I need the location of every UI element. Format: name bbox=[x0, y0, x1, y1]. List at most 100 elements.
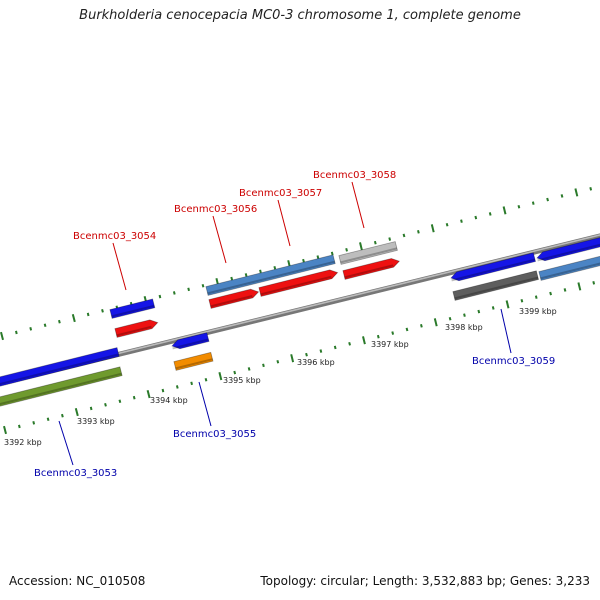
tick-mark bbox=[373, 240, 377, 245]
gene-feature-bcenmc03-3059 bbox=[450, 252, 536, 282]
tick-mark bbox=[273, 265, 277, 270]
tick-mark bbox=[58, 319, 61, 324]
gene-label-bcenmc03-3054[interactable]: Bcenmc03_3054 bbox=[73, 231, 156, 242]
gene-feature-bcenmc03-3056 bbox=[205, 254, 336, 296]
gene-feature-bcenmc03-3054-shade bbox=[111, 304, 155, 318]
cds-feature-bcenmc03-3060-shade bbox=[540, 262, 600, 280]
tick-mark bbox=[333, 345, 337, 350]
tick-mark bbox=[463, 313, 466, 317]
tick-mark bbox=[0, 331, 4, 341]
tick-mark bbox=[477, 309, 481, 314]
tick-mark bbox=[132, 395, 136, 400]
tick-mark bbox=[302, 258, 305, 263]
accession-text: Accession: NC_010508 bbox=[9, 574, 146, 588]
tick-mark bbox=[589, 187, 593, 191]
tick-mark bbox=[520, 298, 524, 303]
tick-mark bbox=[259, 269, 262, 274]
cds-feature-bcenmc03-3059-shade bbox=[454, 276, 539, 300]
tick-mark bbox=[402, 233, 406, 238]
label-layer: 3392 kbp 3393 kbp 3394 kbp 3395 kbp 3396… bbox=[4, 170, 557, 479]
gene-feature-bcenmc03-3054 bbox=[109, 298, 156, 319]
tick-mark bbox=[74, 407, 79, 417]
genome-title: Burkholderia cenocepacia MC0-3 chromosom… bbox=[79, 8, 521, 23]
scale-label: 3399 kbp bbox=[519, 307, 557, 316]
cds-feature-bcenmc03-3058 bbox=[342, 258, 401, 280]
tick-mark bbox=[230, 276, 234, 281]
scale-label: 3396 kbp bbox=[297, 358, 335, 367]
scale-label: 3392 kbp bbox=[4, 438, 42, 447]
tick-mark bbox=[388, 237, 392, 241]
tick-mark bbox=[15, 330, 18, 335]
tick-mark bbox=[316, 255, 320, 259]
cds-feature-bcenmc03-3058-shade bbox=[344, 264, 394, 279]
tick-mark bbox=[32, 421, 36, 425]
tick-mark bbox=[101, 309, 104, 313]
tick-mark bbox=[244, 273, 248, 277]
tick-mark bbox=[61, 413, 64, 418]
tick-mark bbox=[190, 381, 193, 386]
tick-mark bbox=[262, 363, 265, 368]
tick-mark bbox=[534, 295, 538, 299]
tick-mark bbox=[18, 424, 21, 429]
gene-feature-bcenmc03-3055 bbox=[171, 332, 210, 350]
tick-mark bbox=[448, 316, 452, 321]
tick-mark bbox=[204, 377, 208, 382]
cds-feature-bcenmc03-3054-shade bbox=[116, 325, 152, 337]
gene-label-bcenmc03-3058[interactable]: Bcenmc03_3058 bbox=[313, 170, 396, 181]
tick-mark bbox=[233, 370, 237, 375]
gene-feature-bcenmc03-3058-shade bbox=[340, 247, 398, 264]
gene-label-bcenmc03-3057[interactable]: Bcenmc03_3057 bbox=[239, 188, 322, 199]
tick-mark bbox=[172, 291, 176, 295]
leader-line bbox=[277, 199, 291, 247]
tick-mark bbox=[445, 222, 449, 227]
tick-mark bbox=[218, 372, 223, 381]
leader-line bbox=[198, 381, 212, 427]
feature-track bbox=[0, 237, 600, 407]
tick-mark bbox=[560, 194, 564, 198]
gene-feature-bcenmc03-3059-shade bbox=[451, 258, 536, 282]
tick-mark bbox=[305, 352, 308, 357]
cds-feature-bcenmc03-3053-shade bbox=[0, 372, 122, 406]
tick-mark bbox=[118, 399, 122, 404]
tick-mark bbox=[330, 251, 334, 256]
tick-mark bbox=[546, 197, 549, 202]
cds-feature-bcenmc03-3057 bbox=[258, 269, 339, 297]
tick-mark bbox=[3, 425, 7, 435]
tick-mark bbox=[574, 188, 579, 197]
gene-label-bcenmc03-3059[interactable]: Bcenmc03_3059 bbox=[472, 356, 555, 367]
tick-mark bbox=[348, 342, 351, 346]
leader-line bbox=[351, 181, 365, 229]
scale-label: 3395 kbp bbox=[223, 376, 261, 385]
cds-feature-bcenmc03-3060 bbox=[538, 255, 600, 281]
gene-feature-bcenmc03-3058 bbox=[338, 241, 398, 265]
cds-feature-bcenmc03-3056-shade bbox=[210, 295, 253, 308]
cds-feature-bcenmc03-3059 bbox=[452, 270, 539, 301]
gene-feature-bcenmc03-3053 bbox=[0, 347, 120, 387]
label-leader-lines bbox=[58, 181, 512, 466]
tick-mark bbox=[247, 367, 251, 371]
tick-mark bbox=[376, 334, 380, 339]
tick-mark bbox=[474, 215, 478, 220]
tick-mark bbox=[276, 359, 280, 364]
cds-feature-bcenmc03-3057-shade bbox=[260, 275, 332, 296]
tick-mark bbox=[71, 313, 76, 323]
gene-label-bcenmc03-3055[interactable]: Bcenmc03_3055 bbox=[173, 429, 256, 440]
leader-line bbox=[500, 308, 512, 354]
tick-mark bbox=[491, 306, 495, 310]
tick-mark bbox=[417, 230, 420, 234]
tick-mark bbox=[549, 291, 552, 296]
gene-label-bcenmc03-3053[interactable]: Bcenmc03_3053 bbox=[34, 468, 117, 479]
scale-label: 3397 kbp bbox=[371, 340, 409, 349]
gene-label-bcenmc03-3056[interactable]: Bcenmc03_3056 bbox=[174, 204, 257, 215]
genome-summary-text: Topology: circular; Length: 3,532,883 bp… bbox=[260, 574, 590, 588]
tick-mark bbox=[531, 201, 535, 205]
gene-feature-bcenmc03-3053-shade bbox=[0, 353, 119, 386]
tick-mark bbox=[104, 403, 107, 407]
leader-line bbox=[112, 242, 127, 291]
tick-mark bbox=[577, 282, 582, 291]
tick-mark bbox=[345, 248, 348, 252]
tick-mark bbox=[362, 336, 366, 345]
gene-feature-bcenmc03-3060 bbox=[536, 237, 600, 262]
cds-feature-bcenmc03-3055-shade bbox=[175, 358, 213, 370]
